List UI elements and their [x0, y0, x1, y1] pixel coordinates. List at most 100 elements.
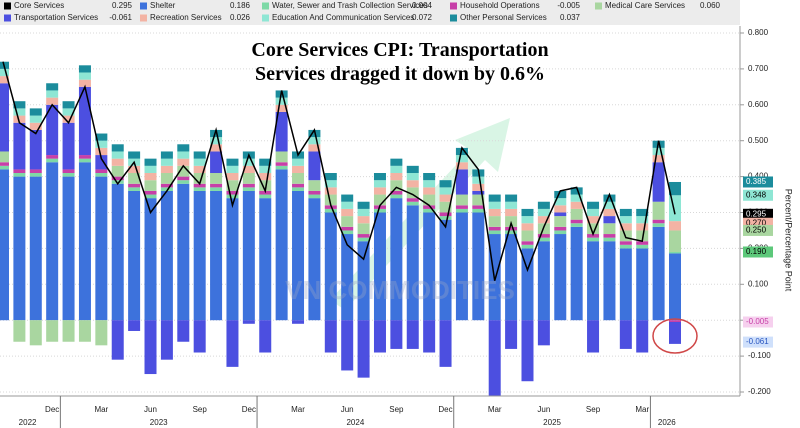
- bars: [0, 61, 681, 396]
- bar-segment: [373, 173, 386, 181]
- end-label: 0.270: [746, 218, 767, 227]
- bar-segment: [95, 140, 108, 148]
- bar-segment: [521, 248, 534, 321]
- highlight-circle: [652, 318, 698, 354]
- legend-swatch: [262, 14, 269, 22]
- bar-segment: [78, 162, 91, 321]
- bar-segment: [144, 180, 157, 191]
- bar-segment: [160, 320, 173, 360]
- bar-segment: [0, 151, 9, 163]
- legend-background: [0, 0, 740, 25]
- legend-label: Water, Sewer and Trash Collection Servic…: [272, 1, 428, 10]
- bar-segment: [390, 190, 403, 195]
- bar-segment: [505, 201, 518, 209]
- bar-segment: [242, 158, 255, 166]
- bar-segment: [308, 151, 321, 181]
- bar-segment: [439, 216, 452, 220]
- bar-segment: [488, 320, 501, 396]
- bar-segment: [275, 162, 288, 166]
- bar-segment: [95, 155, 108, 170]
- bar-segment: [160, 158, 173, 166]
- bar-segment: [554, 190, 567, 199]
- bar-segment: [505, 320, 518, 349]
- bar-segment: [292, 320, 305, 324]
- bar-segment: [554, 230, 567, 235]
- bar-segment: [603, 223, 616, 235]
- bar-segment: [29, 320, 42, 346]
- bar-segment: [242, 165, 255, 174]
- bar-segment: [324, 320, 337, 353]
- bar-segment: [587, 237, 600, 242]
- bar-segment: [78, 65, 91, 73]
- x-tick-label: Dec: [242, 405, 256, 414]
- legend-value: 0.060: [700, 1, 721, 10]
- y-tick-label: -0.100: [748, 351, 771, 360]
- bar-segment: [193, 187, 206, 191]
- x-year-label: 2022: [19, 418, 37, 427]
- bar-segment: [177, 320, 190, 342]
- x-tick-label: Mar: [635, 405, 649, 414]
- bar-segment: [488, 216, 501, 227]
- bar-segment: [275, 111, 288, 152]
- bar-segment: [439, 201, 452, 213]
- legend-value: 0.026: [230, 13, 251, 22]
- bar-segment: [439, 320, 452, 367]
- bar-segment: [488, 194, 501, 202]
- bar-segment: [324, 187, 337, 195]
- bar-segment: [95, 147, 108, 156]
- bar-segment: [439, 180, 452, 188]
- bar-segment: [242, 173, 255, 184]
- bar-segment: [652, 219, 665, 224]
- bar-segment: [128, 173, 141, 184]
- bar-segment: [357, 320, 370, 378]
- bar-segment: [521, 223, 534, 231]
- end-label-box: [743, 246, 773, 258]
- bar-segment: [488, 201, 501, 209]
- end-label-box: [743, 336, 773, 348]
- bar-segment: [160, 165, 173, 174]
- x-tick-label: Mar: [94, 405, 108, 414]
- bar-segment: [373, 212, 386, 321]
- bar-segment: [537, 237, 550, 242]
- end-label-box: [743, 176, 773, 188]
- bar-segment: [144, 320, 157, 375]
- bar-segment: [29, 173, 42, 177]
- bar-segment: [554, 205, 567, 213]
- bar-segment: [537, 216, 550, 224]
- bar-segment: [652, 223, 665, 227]
- bar-segment: [423, 320, 436, 353]
- bar-segment: [13, 173, 26, 177]
- bar-segment: [505, 234, 518, 321]
- bar-segment: [587, 223, 600, 235]
- x-tick-label: Mar: [488, 405, 502, 414]
- bar-segment: [144, 194, 157, 199]
- bar-segment: [324, 173, 337, 181]
- x-tick-label: Mar: [291, 405, 305, 414]
- bar-segment: [242, 190, 255, 321]
- bar-segment: [259, 173, 272, 181]
- legend-swatch: [140, 2, 147, 10]
- lines: [2, 61, 676, 281]
- bar-segment: [275, 104, 288, 112]
- bar-segment: [95, 320, 108, 346]
- legend-value: 0.295: [112, 1, 133, 10]
- bar-segment: [95, 169, 108, 174]
- end-label: 0.190: [746, 247, 767, 256]
- legend-swatch: [140, 14, 147, 22]
- x-tick-label: Sep: [193, 405, 208, 414]
- bar-segment: [242, 187, 255, 191]
- bar-segment: [46, 158, 59, 163]
- legend-label: Core Services: [14, 1, 64, 10]
- end-label: 0.385: [746, 177, 767, 186]
- bar-segment: [242, 183, 255, 188]
- bar-segment: [472, 194, 485, 206]
- bar-segment: [324, 180, 337, 188]
- bar-segment: [13, 115, 26, 123]
- bar-segment: [324, 194, 337, 206]
- bar-segment: [439, 219, 452, 321]
- bar-segment: [78, 79, 91, 87]
- bar-segment: [357, 208, 370, 217]
- bar-segment: [423, 180, 436, 188]
- bar-segment: [275, 169, 288, 321]
